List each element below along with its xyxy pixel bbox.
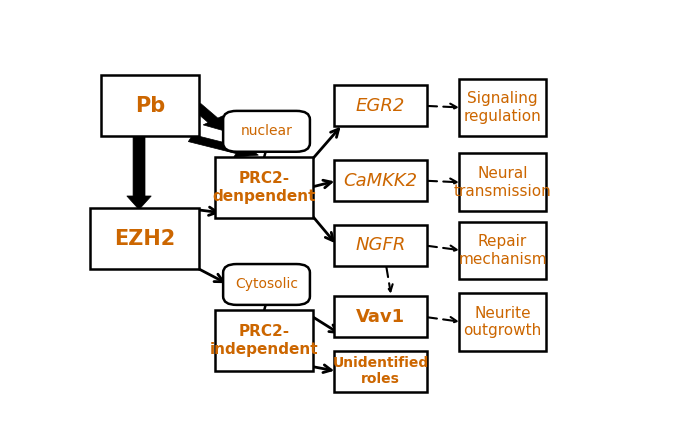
FancyBboxPatch shape (335, 297, 426, 337)
FancyBboxPatch shape (335, 351, 426, 392)
FancyBboxPatch shape (459, 153, 546, 211)
Polygon shape (191, 103, 226, 131)
Text: Pb: Pb (135, 96, 165, 116)
Text: nuclear: nuclear (241, 124, 293, 138)
Text: NGFR: NGFR (356, 236, 405, 254)
FancyBboxPatch shape (335, 160, 426, 201)
Text: PRC2-
independent: PRC2- independent (209, 324, 318, 357)
FancyBboxPatch shape (459, 293, 546, 351)
FancyBboxPatch shape (101, 75, 199, 137)
Text: Vav1: Vav1 (356, 308, 405, 326)
Text: Repair
mechanism: Repair mechanism (458, 234, 547, 267)
FancyBboxPatch shape (223, 111, 310, 152)
Text: Unidentified
roles: Unidentified roles (332, 356, 428, 386)
Polygon shape (188, 135, 258, 157)
Text: Neural
transmission: Neural transmission (454, 166, 552, 198)
FancyBboxPatch shape (90, 208, 199, 269)
Text: Cytosolic: Cytosolic (235, 278, 298, 291)
FancyBboxPatch shape (215, 157, 313, 218)
Text: CaMKK2: CaMKK2 (344, 171, 417, 190)
Text: PRC2-
denpendent: PRC2- denpendent (212, 171, 316, 204)
FancyBboxPatch shape (335, 85, 426, 126)
FancyBboxPatch shape (335, 225, 426, 266)
Text: EZH2: EZH2 (114, 229, 175, 248)
Text: EGR2: EGR2 (356, 97, 405, 115)
FancyBboxPatch shape (459, 79, 546, 137)
FancyBboxPatch shape (223, 264, 310, 305)
Text: Neurite
outgrowth: Neurite outgrowth (463, 306, 542, 338)
FancyBboxPatch shape (215, 310, 313, 371)
Text: Signaling
regulation: Signaling regulation (463, 91, 541, 124)
FancyBboxPatch shape (459, 221, 546, 279)
Polygon shape (127, 135, 151, 210)
